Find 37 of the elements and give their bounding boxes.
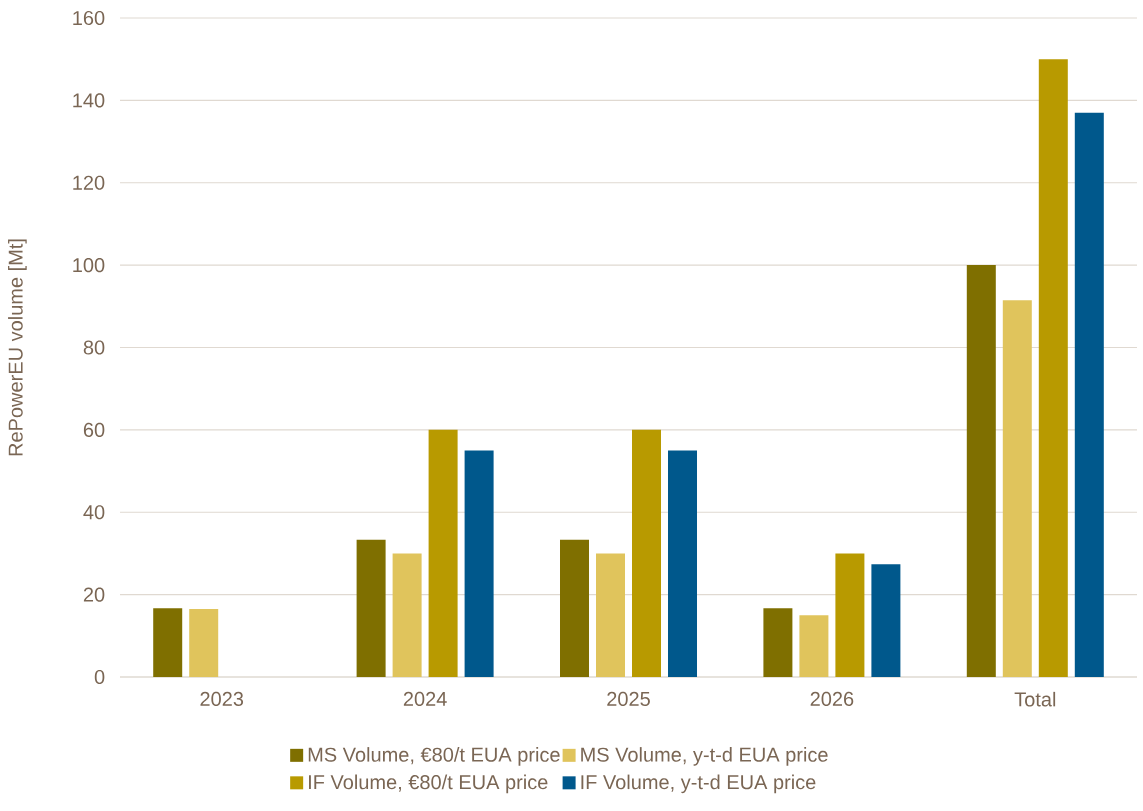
y-tick-label: 40: [83, 505, 105, 520]
x-tick-label: 2023: [200, 691, 244, 707]
x-tick-label: 2025: [607, 691, 650, 707]
bar: [153, 608, 183, 677]
y-tick-label: 0: [94, 669, 105, 685]
bar: [464, 450, 494, 677]
x-tick-label: Total: [1014, 691, 1056, 707]
y-tick-label: 160: [73, 10, 105, 26]
bar: [799, 615, 829, 677]
x-tick-label: 2024: [403, 691, 447, 707]
y-tick-label: 140: [73, 93, 105, 108]
bar: [668, 450, 697, 677]
bar: [1038, 59, 1068, 677]
x-tick-label: 2026: [810, 691, 854, 707]
bar: [189, 609, 219, 677]
y-tick-label: 80: [83, 340, 105, 355]
bar: [1002, 300, 1032, 677]
bar: [871, 564, 901, 677]
bar: [428, 429, 458, 677]
bar: [1074, 112, 1104, 677]
bar: [632, 429, 661, 677]
bar: [392, 553, 422, 677]
legend-label: MS Volume, y-t-d EUA price: [581, 747, 828, 766]
y-tick-label: 60: [83, 422, 105, 437]
y-tick-label: 100: [73, 258, 105, 273]
legend-label: IF Volume, €80/t EUA price: [309, 774, 548, 794]
legend-label: MS Volume, €80/t EUA price: [308, 747, 560, 766]
legend-label: IF Volume, y-t-d EUA price: [581, 774, 816, 794]
bar: [356, 539, 386, 677]
bar: [835, 553, 865, 677]
bar: [596, 553, 626, 677]
bar: [966, 265, 996, 677]
y-axis-title: RePowerEU volume [Mt]: [8, 239, 27, 456]
bar: [560, 539, 589, 677]
y-tick-label: 120: [73, 175, 105, 190]
y-tick-label: 20: [83, 587, 105, 602]
bar: [763, 608, 793, 677]
